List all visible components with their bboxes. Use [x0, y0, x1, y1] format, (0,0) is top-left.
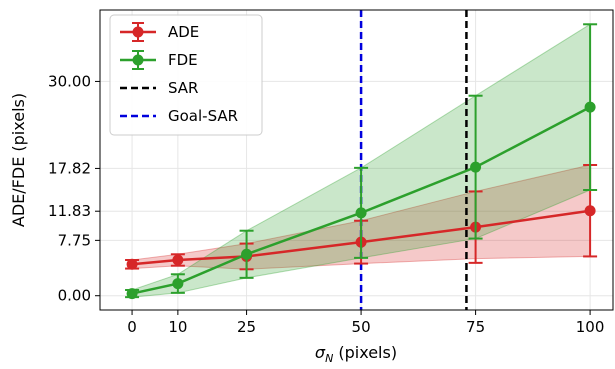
data-point-fde — [355, 207, 367, 219]
x-tick-label: 75 — [466, 318, 485, 336]
series-lines — [125, 23, 598, 300]
x-axis: 0 10 25 50 75 100 — [127, 310, 604, 336]
legend-label-ade: ADE — [168, 23, 199, 41]
data-point-fde — [241, 248, 253, 260]
data-point-ade — [172, 254, 184, 266]
data-point-fde — [126, 288, 138, 300]
x-tick-label: 100 — [576, 318, 605, 336]
data-point-fde — [172, 278, 184, 290]
data-point-fde — [470, 161, 482, 173]
data-point-ade — [584, 205, 596, 217]
series-line-fde — [131, 106, 591, 295]
y-tick-label: 0.00 — [58, 287, 91, 305]
legend-marker-ade — [132, 26, 144, 38]
y-tick-label: 11.83 — [48, 202, 91, 220]
y-tick-label: 30.00 — [48, 72, 91, 90]
reference-lines — [359, 10, 468, 310]
x-tick-label: 0 — [127, 318, 137, 336]
legend-label-goal-sar: Goal-SAR — [168, 107, 238, 125]
y-tick-label: 7.75 — [58, 231, 91, 249]
data-point-fde — [584, 101, 596, 113]
legend-marker-fde — [132, 54, 144, 66]
data-point-ade — [126, 258, 138, 270]
x-tick-label: 25 — [237, 318, 256, 336]
y-tick-label: 17.82 — [48, 159, 91, 177]
x-tick-label: 50 — [352, 318, 371, 336]
legend-label-sar: SAR — [168, 79, 198, 97]
series-line-ade — [131, 209, 591, 266]
y-axis: 0.00 7.75 11.83 17.82 30.00 — [48, 72, 100, 305]
legend-label-fde: FDE — [168, 51, 198, 69]
x-tick-label: 10 — [168, 318, 187, 336]
plot-frame — [99, 9, 614, 311]
legend: ADE FDE SAR Goal-SAR — [109, 14, 263, 136]
x-axis-label: σN (pixels) — [315, 343, 397, 365]
legend-box — [109, 14, 263, 136]
y-axis-label: ADE/FDE (pixels) — [9, 93, 28, 227]
